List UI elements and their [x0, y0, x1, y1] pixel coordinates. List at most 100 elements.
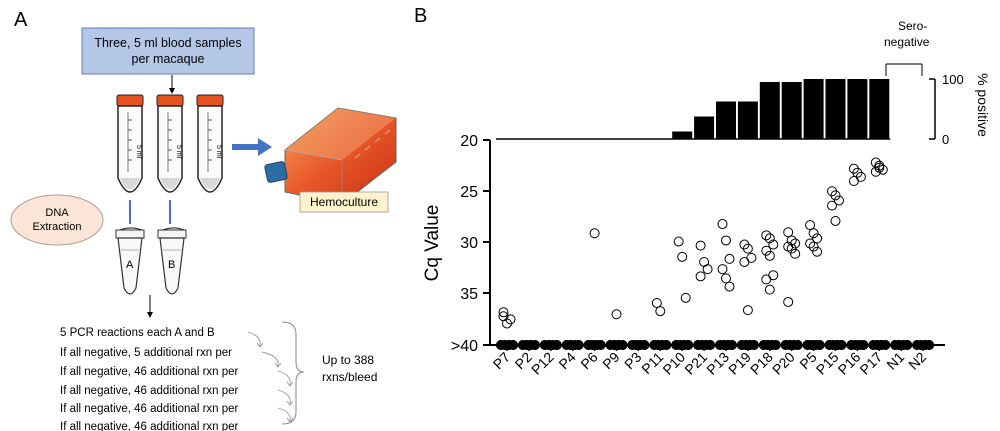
- pcr-step-4: If all negative, 46 additional rxn per: [60, 385, 239, 397]
- percent-tick-0: 0: [942, 132, 949, 147]
- undetected-point-p15: [836, 340, 847, 350]
- cq-point-p15: [830, 190, 841, 201]
- pcr-step-2: If all negative, 5 additional rxn per: [60, 347, 232, 359]
- cq-point-p20: [783, 296, 794, 307]
- cq-point-p15: [834, 195, 844, 206]
- cq-tick-40: >40: [451, 338, 478, 355]
- summary-line1: Up to 388: [322, 353, 374, 367]
- cq-point-p19: [742, 305, 753, 316]
- cq-point-p13: [724, 281, 735, 292]
- percent-bar-p17: [869, 79, 890, 139]
- undetected-point-p20: [792, 340, 803, 350]
- x-tick-label-p9: P9: [599, 349, 623, 373]
- percent-bar-p21: [694, 116, 715, 139]
- cq-point-p20: [783, 227, 794, 238]
- dna-extraction-ellipse: [10, 194, 104, 246]
- undetected-point-p5: [814, 340, 825, 350]
- cq-point-p18: [764, 250, 775, 261]
- culture-arrow: [232, 138, 272, 156]
- x-tick-label-p20: P20: [769, 349, 798, 378]
- cq-point-p6: [589, 228, 600, 239]
- pcr-step-6: If all negative, 46 additional rxn per: [60, 421, 239, 431]
- percent-positive-bars: [496, 79, 891, 140]
- cq-point-p21: [695, 271, 706, 282]
- cq-point-p10: [673, 236, 684, 247]
- seronegative-bracket: Sero- negative: [884, 19, 930, 76]
- cq-point-p7: [505, 314, 516, 325]
- hemoculture-box: [299, 191, 389, 213]
- cq-point-p13: [721, 273, 731, 284]
- cq-tick-30: 30: [460, 235, 478, 252]
- panel-a-label: A: [14, 9, 28, 31]
- cq-point-p10: [677, 251, 688, 262]
- percent-bar-p18: [759, 82, 780, 139]
- cq-point-p5: [812, 233, 823, 244]
- dna-extraction-line2: Extraction: [33, 221, 82, 233]
- cq-point-p18: [761, 274, 772, 285]
- cq-point-p13: [724, 253, 735, 264]
- pcr-arrowhead: [147, 312, 153, 318]
- blood-tube-3: 5 ml: [196, 94, 224, 193]
- cq-point-p15: [830, 215, 841, 226]
- panel-b: B 100 0 % positive Sero- negative: [414, 5, 991, 378]
- undetected-point-p10: [683, 340, 694, 350]
- cq-point-p5: [812, 246, 823, 257]
- undetected-point-p12: [551, 340, 562, 350]
- cq-point-p18: [761, 230, 772, 241]
- culture-flask-icon: [264, 107, 397, 205]
- percent-bar-p15: [825, 79, 846, 139]
- cq-point-p19: [746, 252, 757, 263]
- cq-point-p18: [764, 284, 775, 295]
- percent-bar-p5: [803, 79, 824, 139]
- undetected-point-p3: [639, 340, 650, 350]
- cq-point-p7: [498, 307, 509, 318]
- cq-point-p9: [611, 309, 622, 320]
- blood-tube-2: 5 ml: [156, 94, 184, 193]
- pcr-step-5: If all negative, 46 additional rxn per: [60, 403, 239, 415]
- x-tick-label-n2: N2: [905, 349, 929, 373]
- undetected-point-p16: [858, 340, 869, 350]
- cq-point-p21: [702, 264, 713, 275]
- seronegative-line1: Sero-: [898, 19, 927, 33]
- tube-label: 5 ml: [135, 145, 142, 159]
- undetected-point-p7: [508, 340, 518, 350]
- undetected-point-p2: [529, 340, 540, 350]
- cq-axis-label: Cq Value: [422, 205, 443, 282]
- undetected-point-p4: [573, 340, 584, 350]
- cq-point-p5: [808, 228, 819, 239]
- cq-point-p18: [768, 239, 779, 250]
- cq-point-p5: [805, 238, 816, 249]
- undetected-point-p21: [705, 340, 716, 350]
- panel-a: A Three, 5 ml blood samples per macaque …: [10, 9, 397, 431]
- cq-point-p20: [790, 248, 801, 259]
- cq-point-p13: [717, 264, 728, 275]
- cq-tick-25: 25: [460, 184, 478, 201]
- cq-point-p17: [874, 162, 885, 173]
- summary-line2: rxns/bleed: [322, 370, 377, 384]
- cq-tick-35: 35: [460, 286, 478, 303]
- microtube-b: [157, 227, 187, 295]
- microtube-label-a: A: [126, 259, 134, 271]
- cq-point-p18: [768, 270, 779, 281]
- cq-point-p11: [655, 306, 666, 317]
- summary-brace: [281, 321, 305, 425]
- pcr-step-3: If all negative, 46 additional rxn per: [60, 366, 239, 378]
- hemoculture-label: Hemoculture: [310, 195, 378, 209]
- undetected-point-p17: [880, 340, 891, 350]
- cq-point-p20: [786, 235, 797, 246]
- percent-bar-p20: [781, 82, 802, 139]
- undetected-point-p9: [617, 340, 628, 350]
- cq-point-p5: [808, 241, 819, 252]
- cq-point-p11: [651, 297, 662, 308]
- cq-point-p20: [786, 243, 797, 254]
- x-tick-label-n1: N1: [883, 349, 907, 373]
- x-tick-label-p4: P4: [555, 349, 579, 373]
- x-tick-label-p6: P6: [577, 349, 601, 373]
- microtube-a: [115, 227, 145, 295]
- sample-arrowhead: [169, 88, 175, 94]
- cq-point-p16: [848, 176, 859, 186]
- cq-point-p13: [717, 219, 728, 230]
- x-tick-label-p7: P7: [490, 349, 514, 373]
- sample-box-line1: Three, 5 ml blood samples: [94, 36, 241, 50]
